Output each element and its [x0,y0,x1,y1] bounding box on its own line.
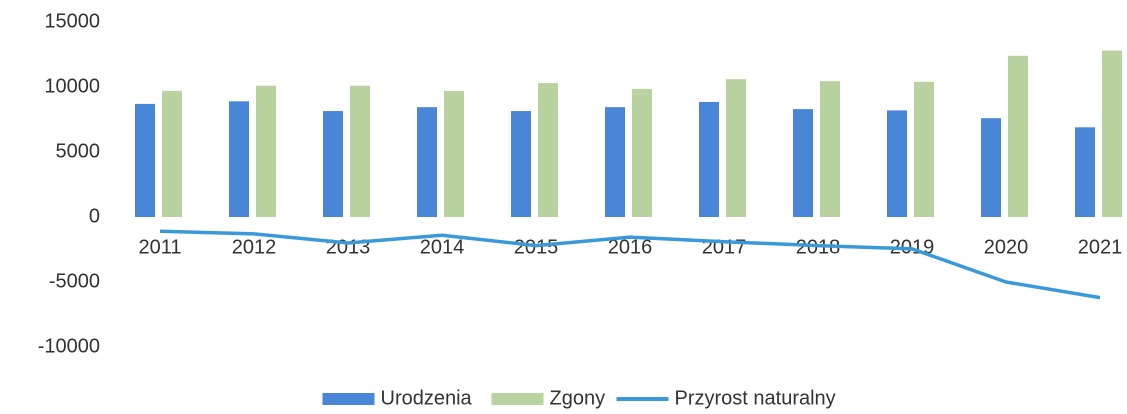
x-tick-label: 2016 [608,236,653,258]
line [159,229,1101,300]
bar [1102,50,1122,217]
bar [887,110,907,217]
bar [511,111,531,217]
bar [981,118,1001,217]
y-tick-label: 0 [89,205,100,227]
bar [350,85,370,217]
bar [1008,55,1028,217]
bar [820,81,840,218]
legend-label: Zgony [550,387,606,409]
x-tick-label: 2012 [232,236,277,258]
y-tick-label: 5000 [56,140,101,162]
y-tick-label: 15000 [44,10,100,32]
x-tick-label: 2020 [984,236,1029,258]
y-tick-label: -10000 [38,335,100,357]
bar [605,107,625,217]
bar [538,83,558,217]
bar [1075,127,1095,217]
bar [793,109,813,217]
bar [417,107,437,217]
bar [914,81,934,217]
y-tick-label: 10000 [44,75,100,97]
bar [135,103,155,217]
bar [256,85,276,217]
legend-label: Przyrost naturalny [675,387,836,409]
x-tick-label: 2021 [1078,236,1123,258]
legend-swatch [322,393,375,405]
x-tick-label: 2013 [326,236,371,258]
legend-label: Urodzenia [381,387,473,409]
x-tick-label: 2011 [138,236,181,258]
bar [444,90,464,217]
bar [632,88,652,217]
legend-swatch [491,393,544,405]
x-tick-label: 2014 [420,236,465,258]
bar [323,111,343,217]
y-tick-label: -5000 [49,270,100,292]
bar [699,101,719,217]
bar [726,79,746,217]
bar [162,90,182,217]
bar [229,101,249,217]
